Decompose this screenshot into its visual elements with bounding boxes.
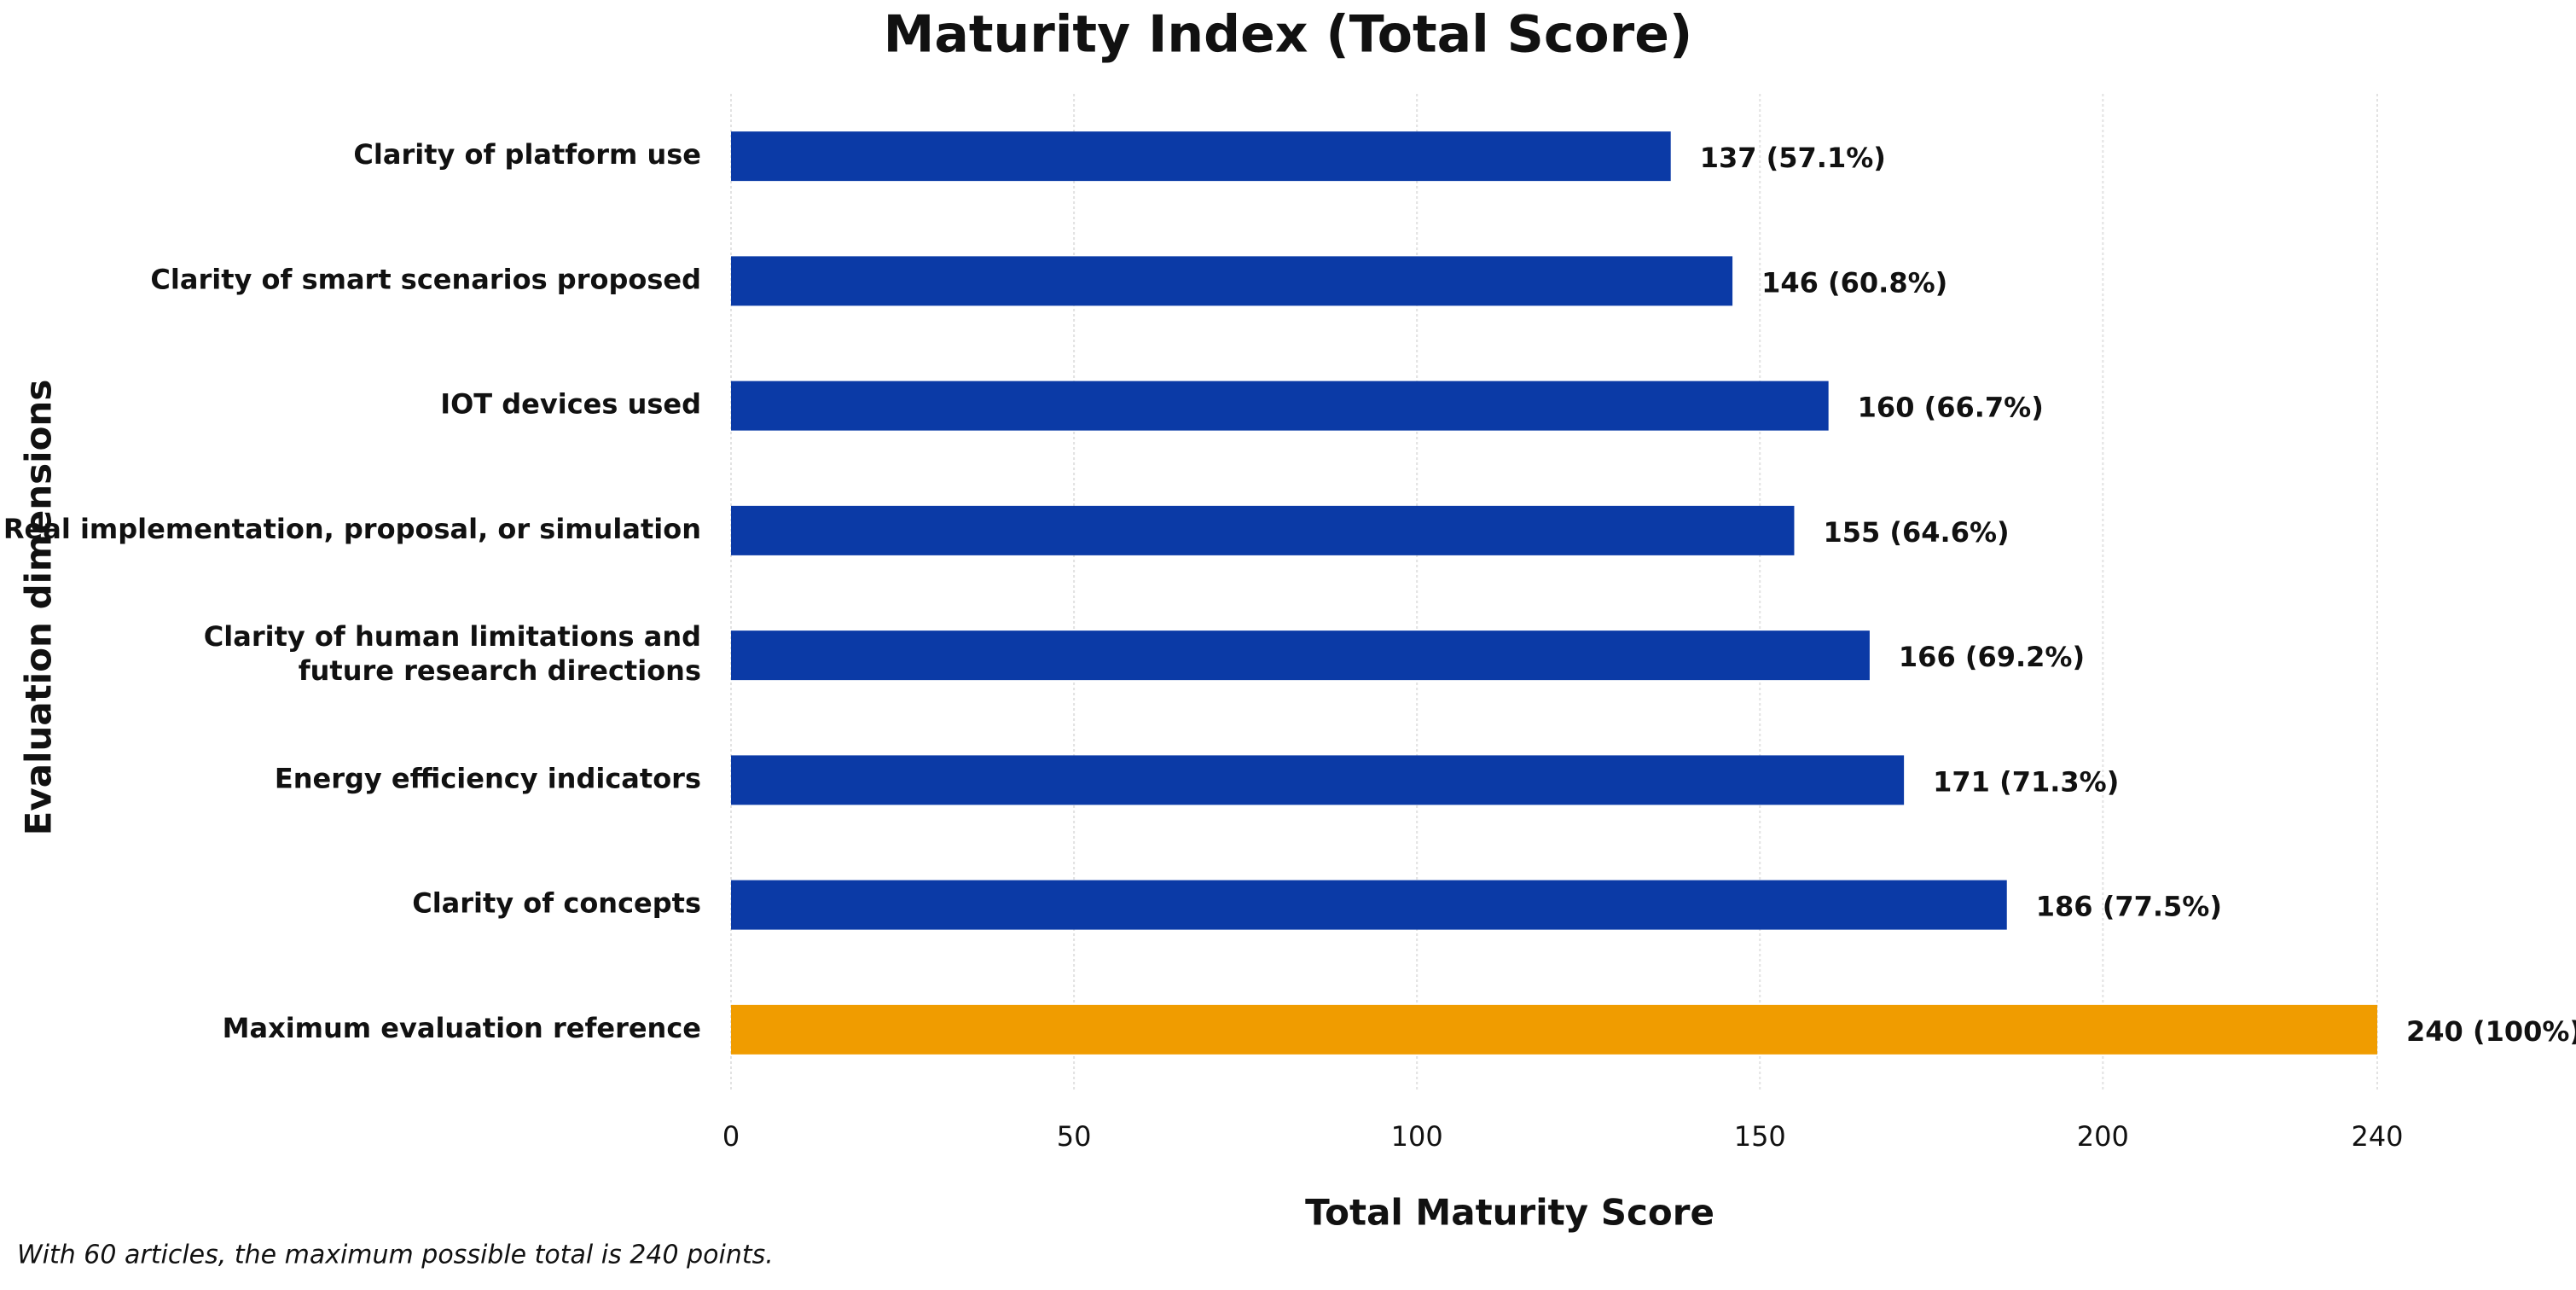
value-label: 137 (57.1%) xyxy=(1700,142,1886,174)
y-tick-label: Clarity of platform use xyxy=(353,138,701,171)
y-tick-label: Real implementation, proposal, or simula… xyxy=(3,513,701,545)
note: With 60 articles, the maximum possible t… xyxy=(17,1241,774,1270)
y-axis-title: Evaluation dimensions xyxy=(18,380,60,836)
bar xyxy=(731,256,1733,306)
value-label: 240 (100%) xyxy=(2406,1015,2576,1048)
value-label: 186 (77.5%) xyxy=(2036,891,2222,923)
value-label: 160 (66.7%) xyxy=(1858,392,2044,424)
chart-title: Maturity Index (Total Score) xyxy=(884,5,1693,65)
value-label: 166 (69.2%) xyxy=(1899,641,2085,673)
y-tick-label: IOT devices used xyxy=(440,388,701,421)
y-tick-label: Maximum evaluation reference xyxy=(223,1012,701,1044)
bar xyxy=(731,755,1905,805)
x-tick-label: 150 xyxy=(1734,1120,1786,1153)
x-tick-label: 0 xyxy=(722,1120,740,1153)
x-tick-label: 200 xyxy=(2077,1120,2129,1153)
x-tick-label: 50 xyxy=(1057,1120,1092,1153)
x-tick-label: 240 xyxy=(2351,1120,2403,1153)
bar xyxy=(731,880,2007,930)
y-tick-label: Clarity of human limitations and future r… xyxy=(204,620,701,687)
value-label: 146 (60.8%) xyxy=(1761,266,1947,299)
x-tick-label: 100 xyxy=(1391,1120,1443,1153)
bar xyxy=(731,1004,2377,1055)
bar xyxy=(731,630,1870,681)
bar xyxy=(731,381,1829,431)
y-tick-label: Energy efficiency indicators xyxy=(275,762,701,794)
bar xyxy=(731,505,1795,555)
value-label: 171 (71.3%) xyxy=(1933,765,2119,798)
y-tick-label: Clarity of smart scenarios proposed xyxy=(150,263,701,295)
y-tick-label: Clarity of concepts xyxy=(412,887,701,920)
bar xyxy=(731,131,1671,182)
value-label: 155 (64.6%) xyxy=(1823,516,2009,549)
x-axis-title: Total Maturity Score xyxy=(1305,1192,1714,1234)
